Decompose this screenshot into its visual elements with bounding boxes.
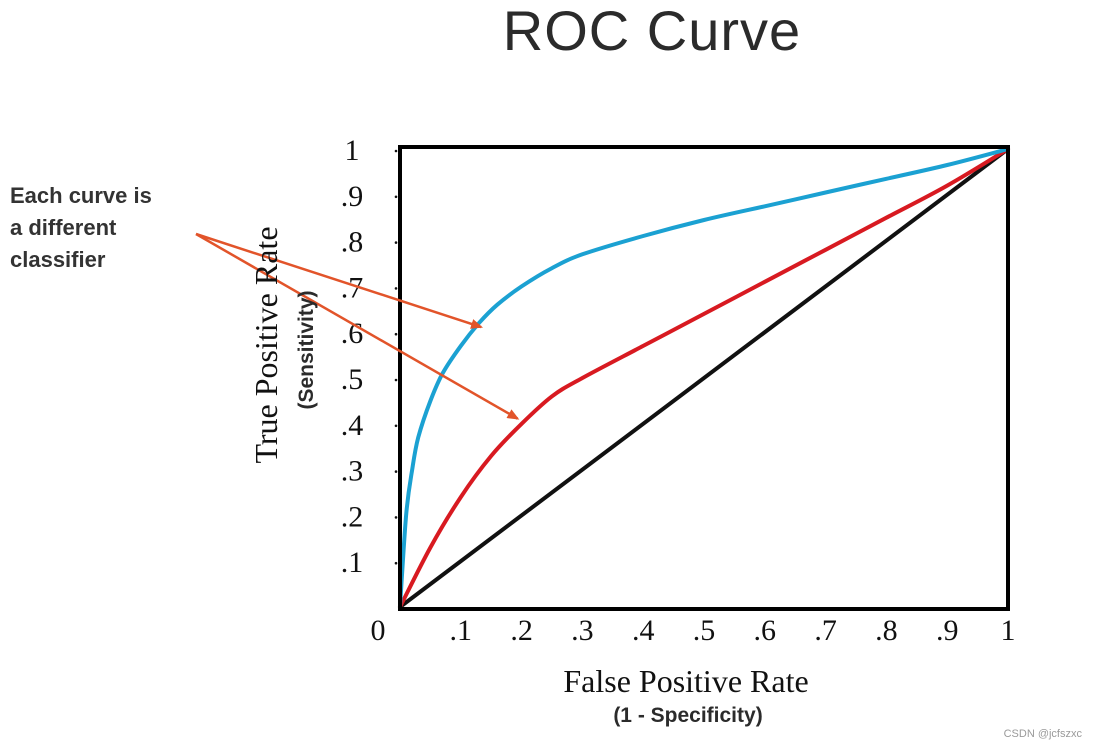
annotation-arrows (195, 232, 520, 420)
y-tick-label: .7 (341, 271, 364, 304)
x-axis-ticks: 0 .1 .2 .3 .4 .5 .6 .7 .8 .9 1 (371, 614, 1016, 647)
y-axis-subtitle: (Sensitivity) (295, 290, 318, 409)
series-layer (398, 147, 1010, 609)
chart-title: ROC Curve (503, 0, 801, 62)
y-tick-label: .2 (341, 500, 364, 533)
y-tick-mark (394, 424, 398, 428)
x-tick-label: .9 (936, 614, 959, 647)
x-tick-label: .1 (450, 614, 473, 647)
y-tick-label: .3 (341, 455, 364, 488)
series-line-classifier-blue (398, 147, 1010, 609)
series-line-classifier-red (398, 147, 1010, 609)
x-axis-title: False Positive Rate (563, 663, 808, 699)
x-tick-label: .5 (693, 614, 716, 647)
y-tick-label: 1 (345, 134, 360, 167)
annotation-line-1: Each curve is (10, 183, 152, 208)
y-tick-label: .9 (341, 180, 364, 213)
x-tick-label: .7 (814, 614, 837, 647)
y-tick-mark (394, 561, 398, 565)
y-tick-mark (394, 149, 398, 153)
x-tick-label: 1 (1001, 614, 1016, 647)
watermark: CSDN @jcfszxc (1004, 728, 1083, 740)
y-tick-label: .8 (341, 226, 364, 259)
annotation-line-3: classifier (10, 247, 106, 272)
y-tick-mark (394, 241, 398, 244)
series-line-random-baseline (398, 147, 1010, 609)
y-tick-mark (394, 287, 398, 290)
annotation-arrow-2 (195, 232, 520, 420)
annotation-arrow-1 (195, 232, 484, 329)
y-axis-title: True Positive Rate (248, 226, 284, 463)
y-tick-label: .4 (341, 409, 364, 442)
y-tick-mark (394, 470, 398, 473)
y-tick-mark (394, 332, 398, 336)
y-axis-ticks: .1.2.3.4.5.6.7.8.91 (341, 134, 398, 579)
x-tick-label: .6 (754, 614, 777, 647)
y-tick-mark (394, 516, 398, 519)
x-tick-label: .3 (571, 614, 594, 647)
y-tick-label: .5 (341, 363, 364, 396)
annotation-line-2: a different (10, 215, 117, 240)
y-tick-mark (394, 195, 398, 199)
plot-frame (398, 145, 1010, 611)
x-tick-label: .4 (632, 614, 655, 647)
y-tick-label: .1 (341, 546, 364, 579)
x-tick-label: .8 (875, 614, 898, 647)
x-tick-label: 0 (371, 614, 386, 647)
x-tick-label: .2 (510, 614, 533, 647)
x-axis-subtitle: (1 - Specificity) (613, 704, 762, 727)
y-tick-mark (394, 378, 398, 382)
